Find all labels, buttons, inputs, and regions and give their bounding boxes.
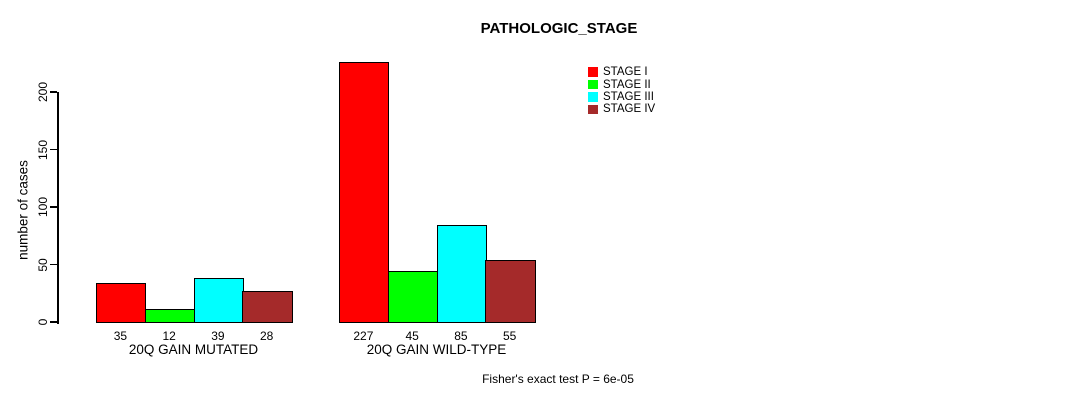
y-axis-tick — [50, 91, 57, 93]
y-axis-tick — [50, 206, 57, 208]
y-axis-line — [57, 92, 59, 324]
legend-row: STAGE III — [588, 91, 655, 103]
legend-label: STAGE IV — [603, 103, 656, 116]
y-axis-tick-label: 200 — [36, 81, 50, 103]
bar-value-label: 227 — [353, 329, 374, 343]
bar-value-label: 55 — [502, 329, 517, 343]
bar-value-label: 39 — [211, 329, 225, 343]
y-axis-tick-label: 50 — [36, 257, 50, 272]
y-axis-tick — [50, 148, 57, 151]
bar-value-label: 85 — [454, 329, 468, 343]
chart-title: PATHOLOGIC_STAGE — [480, 20, 638, 37]
y-axis-title: number of cases — [15, 160, 31, 260]
legend-label: STAGE I — [603, 66, 648, 79]
bar-stage-iii — [436, 225, 487, 323]
bar-stage-iii — [193, 278, 244, 323]
fisher-test-annotation: Fisher's exact test P = 6e-05 — [482, 372, 634, 386]
bar-value-label: 35 — [113, 329, 128, 343]
bar-stage-i — [96, 283, 147, 323]
legend-label: STAGE II — [603, 78, 651, 91]
x-category-label: 20Q GAIN MUTATED — [128, 342, 259, 357]
x-category-label: 20Q GAIN WILD-TYPE — [366, 342, 507, 357]
bar-stage-iv — [485, 260, 536, 323]
y-axis-tick-label: 0 — [36, 318, 50, 326]
bar-stage-ii — [387, 271, 438, 323]
legend-swatch-icon — [588, 67, 598, 77]
bar-value-label: 28 — [259, 329, 274, 343]
y-axis-tick-label: 150 — [36, 139, 50, 160]
legend-swatch-icon — [588, 79, 598, 90]
legend-label: STAGE III — [603, 90, 654, 103]
bar-stage-i — [339, 62, 390, 323]
legend-swatch-icon — [588, 92, 598, 102]
bar-value-label: 12 — [162, 329, 176, 343]
bar-value-label: 45 — [405, 329, 419, 343]
y-axis-tick — [50, 263, 57, 266]
bar-stage-iv — [242, 291, 293, 323]
legend-row: STAGE I — [588, 66, 655, 78]
legend-row: STAGE IV — [588, 103, 655, 115]
bar-stage-ii — [144, 309, 195, 323]
legend: STAGE I STAGE II STAGE III STAGE IV — [588, 66, 655, 116]
y-axis-tick-label: 100 — [36, 196, 50, 218]
legend-swatch-icon — [588, 104, 598, 115]
legend-row: STAGE II — [588, 78, 655, 91]
y-axis-tick — [50, 321, 57, 323]
